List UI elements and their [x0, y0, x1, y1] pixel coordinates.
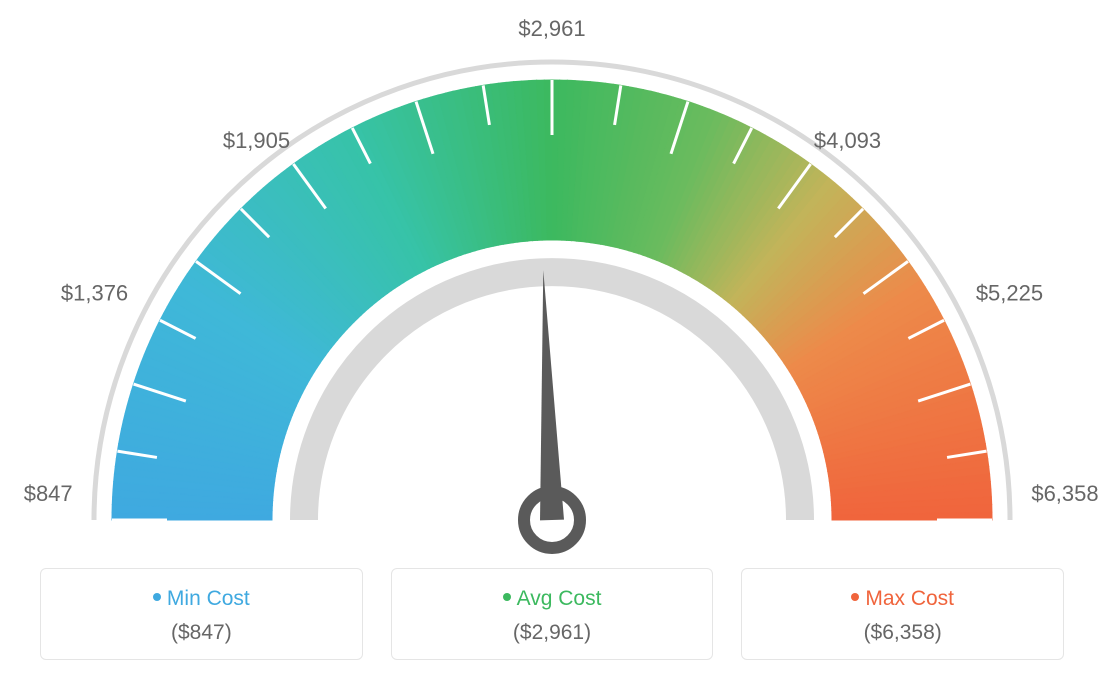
legend-title-avg: Avg Cost: [402, 587, 703, 611]
legend-title-min-text: Min Cost: [167, 587, 250, 610]
legend-value-max: ($6,358): [752, 621, 1053, 645]
legend-card-max: Max Cost ($6,358): [741, 568, 1064, 660]
svg-text:$1,376: $1,376: [61, 281, 128, 306]
svg-text:$4,093: $4,093: [814, 128, 881, 153]
gauge-area: $847 $1,376 $1,905 $2,961 $4,093 $5,225 $6,358: [0, 0, 1104, 560]
svg-text:$2,961: $2,961: [518, 16, 585, 41]
svg-text:$5,225: $5,225: [976, 281, 1043, 306]
legend-dot-max: [851, 593, 859, 601]
svg-text:$847: $847: [24, 481, 73, 506]
legend-title-max: Max Cost: [752, 587, 1053, 611]
svg-text:$1,905: $1,905: [223, 128, 290, 153]
legend-row: Min Cost ($847) Avg Cost ($2,961) Max Co…: [40, 568, 1064, 660]
legend-title-min: Min Cost: [51, 587, 352, 611]
legend-card-min: Min Cost ($847): [40, 568, 363, 660]
svg-text:$6,358: $6,358: [1031, 481, 1098, 506]
legend-value-min: ($847): [51, 621, 352, 645]
legend-value-avg: ($2,961): [402, 621, 703, 645]
cost-gauge-chart: $847 $1,376 $1,905 $2,961 $4,093 $5,225 $6,358…: [0, 0, 1104, 690]
gauge-svg: $847 $1,376 $1,905 $2,961 $4,093 $5,225 $6,358: [0, 0, 1104, 560]
legend-dot-min: [153, 593, 161, 601]
legend-card-avg: Avg Cost ($2,961): [391, 568, 714, 660]
legend-title-max-text: Max Cost: [865, 587, 954, 610]
legend-title-avg-text: Avg Cost: [517, 587, 602, 610]
legend-dot-avg: [503, 593, 511, 601]
